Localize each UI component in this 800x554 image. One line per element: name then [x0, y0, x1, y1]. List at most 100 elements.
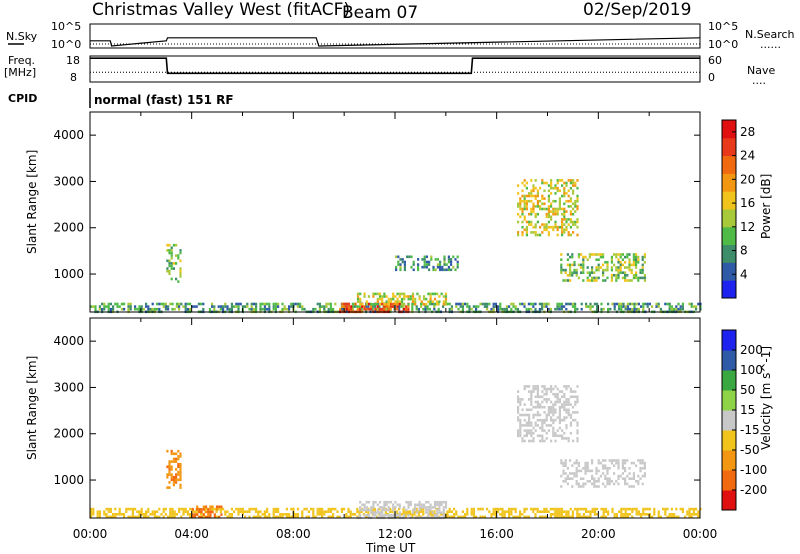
- heatmap-cell: [573, 268, 576, 272]
- heatmap-cell: [523, 429, 526, 432]
- heatmap-cell: [383, 307, 386, 311]
- heatmap-cell: [363, 508, 366, 512]
- heatmap-cell: [530, 398, 533, 401]
- heatmap-cell: [624, 513, 627, 516]
- heatmap-cell: [681, 302, 684, 306]
- heatmap-cell: [389, 513, 393, 517]
- heatmap-cell: [184, 302, 187, 306]
- heatmap-cell: [156, 302, 159, 306]
- heatmap-cell: [525, 205, 528, 208]
- heatmap-cell: [384, 510, 387, 513]
- heatmap-cell: [405, 508, 408, 512]
- heatmap-cell: [405, 305, 408, 308]
- heatmap-cell: [618, 305, 621, 308]
- heatmap-cell: [561, 218, 564, 221]
- heatmap-cell: [635, 510, 638, 513]
- colorbar-tick-label: 4: [740, 267, 748, 281]
- heatmap-cell: [296, 507, 299, 511]
- heatmap-cell: [657, 513, 660, 516]
- heatmap-cell: [464, 513, 467, 516]
- heatmap-cell: [290, 515, 293, 519]
- heatmap-cell: [556, 207, 559, 211]
- heatmap-cell: [392, 506, 395, 509]
- heatmap-cell: [397, 263, 400, 266]
- heatmap-cell: [556, 233, 559, 237]
- heatmap-cell: [398, 300, 401, 303]
- heatmap-cell: [142, 307, 145, 311]
- heatmap-cell: [349, 513, 352, 516]
- heatmap-cell: [218, 515, 221, 519]
- heatmap-cell: [418, 297, 421, 301]
- heatmap-cell: [692, 305, 695, 308]
- heatmap-cell: [162, 515, 165, 519]
- heatmap-cell: [296, 515, 299, 519]
- heatmap-cell: [615, 461, 618, 465]
- heatmap-cell: [207, 508, 210, 511]
- heatmap-cell: [429, 506, 432, 509]
- heatmap-cell: [440, 511, 443, 514]
- heatmap-cell: [530, 207, 533, 211]
- heatmap-cell: [179, 275, 182, 278]
- heatmap-cell: [521, 212, 524, 216]
- heatmap-cell: [418, 500, 421, 504]
- heatmap-cell: [569, 472, 572, 475]
- heatmap-cell: [547, 231, 550, 234]
- freq-left-label-2: [MHz]: [4, 66, 36, 79]
- heatmap-cell: [619, 253, 622, 256]
- heatmap-cell: [632, 253, 635, 256]
- colorbar-tick-label: 16: [740, 196, 755, 210]
- heatmap-cell: [567, 408, 570, 412]
- noise-right-tick-top: 10^5: [708, 20, 738, 33]
- colorbar-swatch: [722, 173, 736, 192]
- heatmap-cell: [554, 199, 557, 203]
- heatmap-cell: [639, 467, 642, 470]
- heatmap-cell: [444, 515, 447, 519]
- heatmap-cell: [582, 261, 585, 264]
- heatmap-cell: [519, 207, 522, 211]
- heatmap-cell: [516, 515, 519, 519]
- heatmap-cell: [552, 199, 555, 203]
- heatmap-cell: [361, 303, 364, 306]
- heatmap-cell: [523, 510, 526, 513]
- heatmap-cell: [279, 515, 282, 519]
- heatmap-cell: [175, 457, 178, 461]
- heatmap-cell: [172, 483, 175, 487]
- heatmap-cell: [383, 295, 386, 298]
- heatmap-cell: [274, 510, 277, 513]
- heatmap-cell: [580, 271, 583, 274]
- heatmap-cell: [558, 418, 561, 422]
- heatmap-cell: [571, 255, 574, 259]
- heatmap-cell: [138, 307, 141, 311]
- heatmap-cell: [560, 253, 563, 256]
- heatmap-cell: [274, 307, 277, 311]
- heatmap-cell: [564, 271, 567, 274]
- heatmap-cell: [356, 297, 360, 301]
- heatmap-cell: [626, 482, 629, 486]
- heatmap-cell: [534, 515, 537, 519]
- heatmap-cell: [558, 507, 561, 511]
- heatmap-cell: [530, 199, 533, 203]
- heatmap-cell: [572, 212, 575, 216]
- heatmap-cell: [105, 515, 108, 519]
- heatmap-cell: [177, 478, 180, 482]
- heatmap-cell: [538, 307, 541, 311]
- heatmap-cell: [567, 437, 570, 440]
- heatmap-cell: [228, 307, 231, 311]
- heatmap-cell: [230, 302, 233, 306]
- heatmap-cell: [153, 307, 156, 311]
- heatmap-cell: [604, 464, 607, 467]
- heatmap-cell: [296, 513, 299, 516]
- heatmap-cell: [497, 507, 500, 511]
- heatmap-cell: [334, 507, 337, 511]
- heatmap-cell: [156, 510, 159, 513]
- heatmap-cell: [162, 302, 165, 306]
- heatmap-cell: [381, 511, 384, 514]
- heatmap-cell: [679, 507, 682, 511]
- heatmap-cell: [409, 503, 412, 507]
- heatmap-cell: [688, 507, 691, 511]
- heatmap-cell: [140, 305, 143, 308]
- heatmap-cell: [372, 513, 375, 517]
- heatmap-cell: [659, 515, 662, 519]
- heatmap-cell: [567, 385, 570, 388]
- heatmap-cell: [444, 506, 448, 509]
